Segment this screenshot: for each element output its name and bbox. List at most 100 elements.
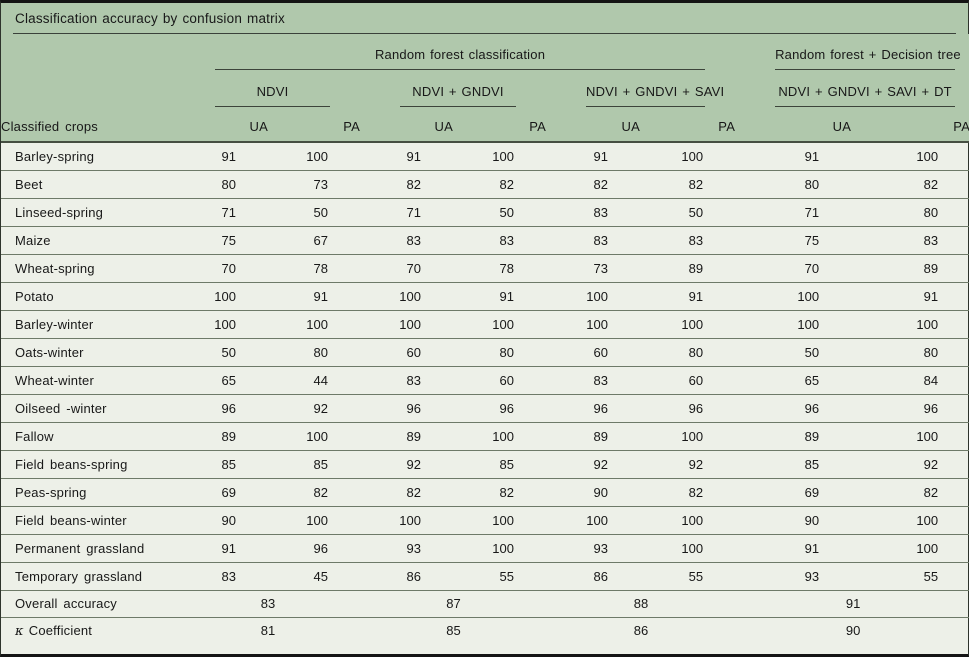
crop-name: Wheat-winter — [1, 365, 175, 394]
accuracy-value: 82 — [360, 477, 453, 506]
accuracy-value: 70 — [360, 253, 453, 282]
accuracy-value: 69 — [175, 477, 268, 506]
accuracy-value: 91 — [640, 281, 736, 310]
accuracy-value: 82 — [453, 169, 546, 198]
accuracy-value: 96 — [851, 393, 969, 422]
accuracy-value: 100 — [453, 141, 546, 170]
ua-column-header-4: UA — [832, 119, 852, 134]
column-header-row: Classified crops UA PA UA PA UA PA UA PA — [1, 111, 969, 142]
accuracy-value: 96 — [735, 393, 852, 422]
accuracy-value: 91 — [453, 281, 546, 310]
crop-row: Potato 100 91 100 91 100 91 100 91 — [1, 281, 969, 310]
accuracy-value: 70 — [735, 253, 852, 282]
crop-name: Potato — [1, 281, 175, 310]
index-header-ndvi-gndvi-label: NDVI + GNDVI — [400, 84, 516, 107]
accuracy-value: 60 — [453, 365, 546, 394]
accuracy-value: 65 — [175, 365, 268, 394]
crop-name: Linseed-spring — [1, 197, 175, 226]
accuracy-value: 71 — [360, 197, 453, 226]
accuracy-value: 45 — [268, 561, 360, 590]
accuracy-value: 100 — [640, 421, 736, 450]
accuracy-value: 100 — [640, 505, 736, 534]
accuracy-value: 50 — [453, 197, 546, 226]
crop-row: Field beans-winter 90 100 100 100 100 10… — [1, 505, 969, 534]
accuracy-value: 89 — [546, 421, 640, 450]
accuracy-value: 89 — [735, 421, 852, 450]
index-header-ndvi-gndvi-savi-dt: NDVI + GNDVI + SAVI + DT — [735, 70, 969, 111]
summary-row-label: Overall accuracy — [1, 589, 175, 617]
accuracy-value: 82 — [546, 169, 640, 198]
accuracy-value: 86 — [360, 561, 453, 590]
accuracy-value: 73 — [268, 169, 360, 198]
pa-column-header-2: PA — [529, 119, 546, 134]
empty-header-cell — [1, 70, 175, 111]
summary-value: 86 — [546, 616, 736, 644]
crop-row: Barley-winter 100 100 100 100 100 100 10… — [1, 309, 969, 338]
summary-value: 85 — [360, 616, 546, 644]
accuracy-value: 100 — [268, 505, 360, 534]
accuracy-value: 83 — [546, 365, 640, 394]
crop-row: Field beans-spring 85 85 92 85 92 92 85 … — [1, 449, 969, 478]
accuracy-value: 96 — [268, 533, 360, 562]
classification-accuracy-table: Random forest classification Random fore… — [1, 34, 969, 644]
accuracy-value: 89 — [360, 421, 453, 450]
summary-value: 91 — [735, 589, 969, 617]
group-header-row: Random forest classification Random fore… — [1, 34, 969, 70]
index-header-ndvi-label: NDVI — [215, 84, 330, 107]
crop-name: Permanent grassland — [1, 533, 175, 562]
accuracy-value: 96 — [453, 393, 546, 422]
crop-row: Beet 80 73 82 82 82 82 80 82 — [1, 169, 969, 198]
accuracy-value: 100 — [453, 505, 546, 534]
accuracy-value: 91 — [175, 141, 268, 170]
accuracy-value: 50 — [640, 197, 736, 226]
accuracy-value: 83 — [851, 225, 969, 254]
accuracy-value: 82 — [851, 169, 969, 198]
index-header-ndvi-gndvi-savi-label: NDVI + GNDVI + SAVI — [586, 84, 724, 107]
accuracy-value: 82 — [851, 477, 969, 506]
accuracy-value: 100 — [453, 533, 546, 562]
accuracy-value: 100 — [735, 309, 852, 338]
accuracy-value: 67 — [268, 225, 360, 254]
accuracy-value: 60 — [546, 337, 640, 366]
accuracy-value: 80 — [453, 337, 546, 366]
accuracy-value: 90 — [546, 477, 640, 506]
crop-name: Maize — [1, 225, 175, 254]
accuracy-value: 50 — [735, 337, 852, 366]
accuracy-value: 100 — [851, 533, 969, 562]
summary-label-text: Coefficient — [28, 622, 93, 638]
crop-name: Peas-spring — [1, 477, 175, 506]
accuracy-value: 100 — [546, 505, 640, 534]
title-underline: Classification accuracy by confusion mat… — [13, 3, 956, 34]
accuracy-value: 96 — [175, 393, 268, 422]
accuracy-value: 91 — [735, 141, 852, 170]
accuracy-value: 82 — [268, 477, 360, 506]
accuracy-value: 91 — [735, 533, 852, 562]
accuracy-value: 90 — [735, 505, 852, 534]
accuracy-value: 96 — [640, 393, 736, 422]
accuracy-value: 65 — [735, 365, 852, 394]
accuracy-value: 69 — [735, 477, 852, 506]
accuracy-value: 85 — [735, 449, 852, 478]
crop-name: Beet — [1, 169, 175, 198]
summary-value: 81 — [175, 616, 360, 644]
accuracy-value: 100 — [360, 505, 453, 534]
group-header-rf-decision-tree: Random forest + Decision tree — [735, 34, 969, 70]
accuracy-value: 55 — [640, 561, 736, 590]
accuracy-value: 89 — [640, 253, 736, 282]
summary-value: 90 — [735, 616, 969, 644]
accuracy-value: 80 — [268, 337, 360, 366]
crop-name: Barley-spring — [1, 141, 175, 170]
accuracy-value: 71 — [175, 197, 268, 226]
accuracy-value: 100 — [735, 281, 852, 310]
crop-name: Field beans-winter — [1, 505, 175, 534]
ua-column-header-3: UA — [621, 119, 640, 134]
ua-column-header-2: UA — [434, 119, 453, 134]
accuracy-value: 80 — [175, 169, 268, 198]
accuracy-value: 82 — [360, 169, 453, 198]
pa-column-header-3: PA — [718, 119, 736, 134]
accuracy-value: 100 — [851, 421, 969, 450]
accuracy-value: 82 — [453, 477, 546, 506]
accuracy-value: 71 — [735, 197, 852, 226]
crop-name: Wheat-spring — [1, 253, 175, 282]
